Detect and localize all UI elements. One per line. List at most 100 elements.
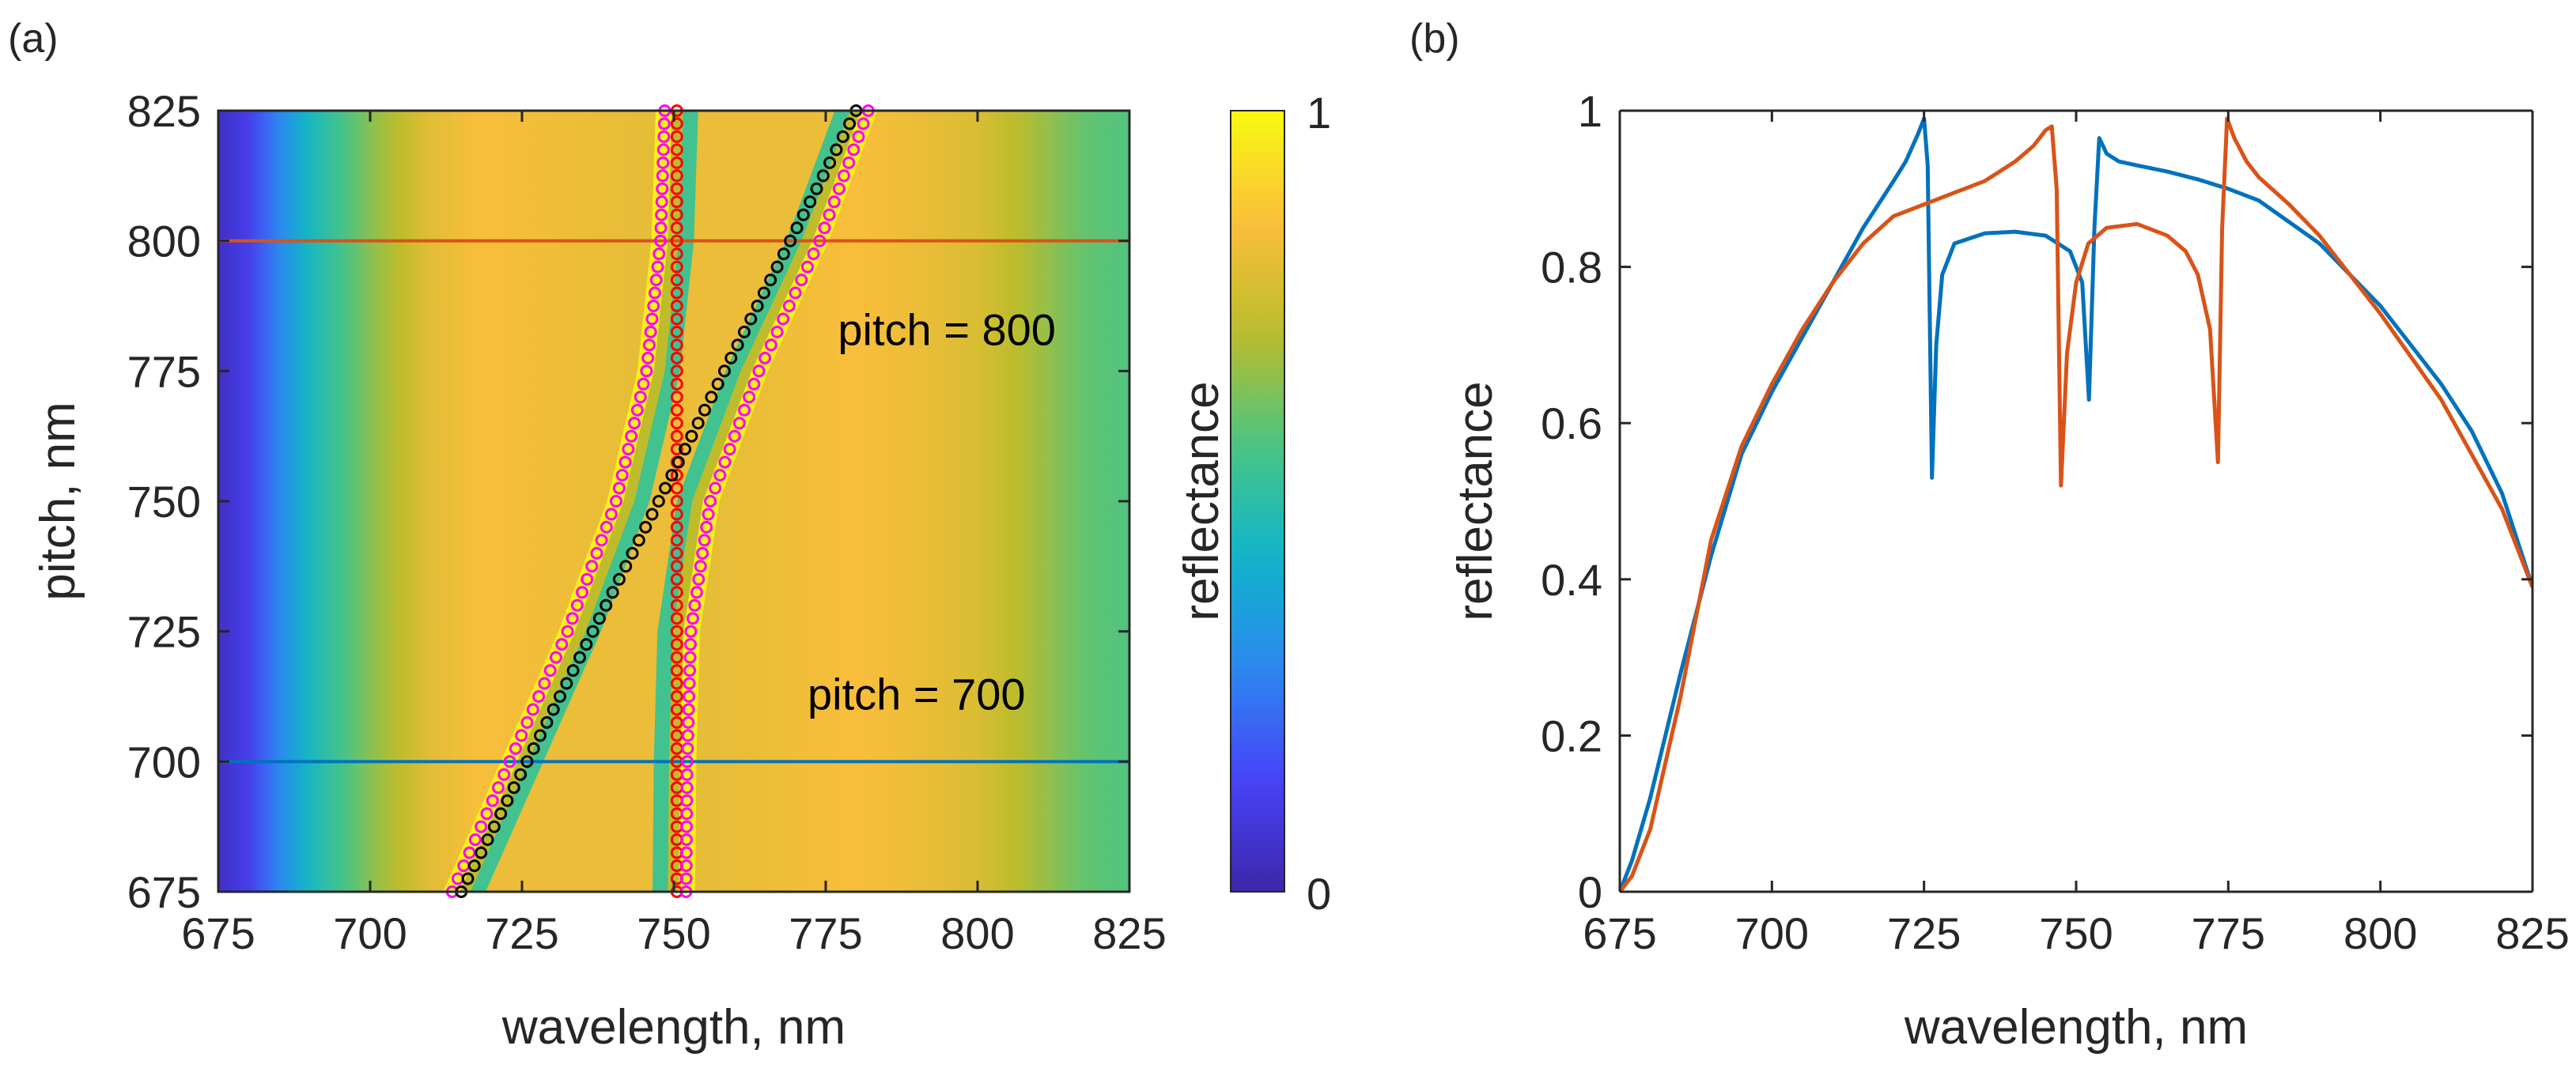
marker-right-branch: [680, 755, 694, 768]
marker-lattice-mode: [764, 274, 777, 287]
y-tick-label: 800: [127, 217, 201, 266]
marker-left-branch: [651, 260, 664, 274]
marker-right-branch: [764, 338, 777, 352]
marker-constant-mode: [670, 469, 683, 482]
x-tick-label: 725: [485, 908, 558, 958]
marker-constant-mode: [670, 286, 683, 300]
marker-lattice-mode: [724, 351, 738, 364]
y-tick-label: 0: [1578, 867, 1602, 917]
marker-lattice-mode: [665, 469, 679, 482]
marker-left-branch: [656, 182, 669, 195]
marker-left-branch: [618, 455, 632, 469]
colorbar-tick-min: 0: [1307, 869, 1331, 919]
marker-constant-mode: [670, 625, 683, 638]
marker-right-branch: [687, 612, 699, 625]
marker-constant-mode: [670, 169, 683, 183]
colorbar-label: reflectance: [1175, 381, 1229, 621]
marker-constant-mode: [670, 260, 683, 274]
marker-right-branch: [743, 391, 756, 404]
marker-left-branch: [503, 755, 516, 768]
marker-constant-mode: [670, 117, 683, 130]
marker-constant-mode: [670, 143, 683, 157]
x-tick-label: 725: [1887, 908, 1961, 958]
marker-left-branch: [655, 208, 668, 221]
marker-constant-mode: [670, 546, 683, 560]
marker-lattice-mode: [606, 586, 619, 599]
marker-lattice-mode: [586, 625, 600, 638]
marker-lattice-mode: [705, 391, 718, 404]
marker-constant-mode: [670, 495, 683, 508]
x-tick-label: 775: [2192, 908, 2265, 958]
marker-lattice-mode: [744, 312, 758, 326]
marker-constant-mode: [670, 377, 683, 391]
resonance-band-core: [485, 111, 835, 892]
marker-lattice-mode: [796, 208, 810, 221]
marker-right-branch: [680, 794, 694, 807]
marker-constant-mode: [670, 677, 683, 690]
marker-right-branch: [683, 651, 697, 664]
marker-left-branch: [566, 612, 579, 625]
marker-left-branch: [647, 300, 660, 312]
marker-lattice-mode: [534, 729, 547, 742]
marker-constant-mode: [670, 403, 683, 417]
colorbar-tick-max: 1: [1307, 88, 1331, 138]
marker-left-branch: [509, 742, 522, 755]
marker-constant-mode: [670, 234, 683, 247]
marker-left-branch: [532, 690, 546, 703]
marker-constant-mode: [670, 690, 683, 703]
marker-left-branch: [538, 677, 551, 690]
marker-constant-mode: [670, 182, 683, 195]
marker-left-branch: [526, 703, 539, 716]
marker-lattice-mode: [679, 443, 692, 456]
marker-lattice-mode: [830, 143, 843, 157]
marker-left-branch: [576, 586, 588, 599]
marker-right-branch: [857, 117, 870, 130]
marker-lattice-mode: [592, 612, 606, 625]
marker-constant-mode: [670, 312, 683, 326]
marker-left-branch: [649, 286, 661, 300]
marker-constant-mode: [670, 443, 683, 456]
y-tick-label: 675: [127, 867, 201, 917]
marker-right-branch: [681, 742, 694, 755]
marker-constant-mode: [670, 351, 683, 364]
marker-right-branch: [723, 443, 736, 456]
panel-a-x-axis-label: wavelength, nm: [501, 1000, 845, 1055]
marker-right-branch: [682, 703, 695, 716]
marker-left-branch: [634, 391, 647, 404]
marker-constant-mode: [670, 598, 683, 612]
y-tick-label: 750: [127, 477, 201, 527]
panel-b-y-axis-label: reflectance: [1448, 381, 1503, 621]
marker-right-branch: [694, 560, 707, 573]
marker-left-branch: [581, 572, 594, 586]
marker-left-branch: [640, 364, 653, 378]
marker-constant-mode: [670, 560, 683, 573]
marker-constant-mode: [670, 325, 683, 338]
marker-constant-mode: [670, 534, 683, 547]
marker-right-branch: [747, 377, 761, 391]
marker-left-branch: [486, 794, 499, 807]
colorbar: [1231, 111, 1284, 892]
marker-lattice-mode: [659, 481, 672, 495]
marker-left-branch: [615, 469, 629, 482]
marker-right-branch: [680, 833, 693, 847]
marker-lattice-mode: [554, 690, 566, 703]
marker-left-branch: [600, 520, 613, 534]
annotation-pitch-800: pitch = 800: [838, 305, 1056, 355]
marker-left-branch: [555, 638, 569, 651]
marker-left-branch: [657, 130, 671, 143]
marker-left-branch: [645, 312, 659, 326]
marker-lattice-mode: [475, 846, 488, 859]
marker-lattice-mode: [626, 546, 639, 560]
marker-constant-mode: [670, 664, 683, 678]
annotation-pitch-700: pitch = 700: [808, 670, 1026, 719]
marker-right-branch: [682, 715, 695, 729]
marker-right-branch: [823, 208, 836, 221]
marker-left-branch: [604, 508, 618, 521]
marker-constant-mode: [670, 130, 683, 143]
marker-right-branch: [818, 221, 831, 235]
y-tick-label: 1: [1578, 86, 1602, 136]
marker-lattice-mode: [481, 833, 494, 847]
marker-right-branch: [684, 625, 698, 638]
marker-lattice-mode: [836, 130, 849, 143]
marker-right-branch: [728, 429, 741, 443]
